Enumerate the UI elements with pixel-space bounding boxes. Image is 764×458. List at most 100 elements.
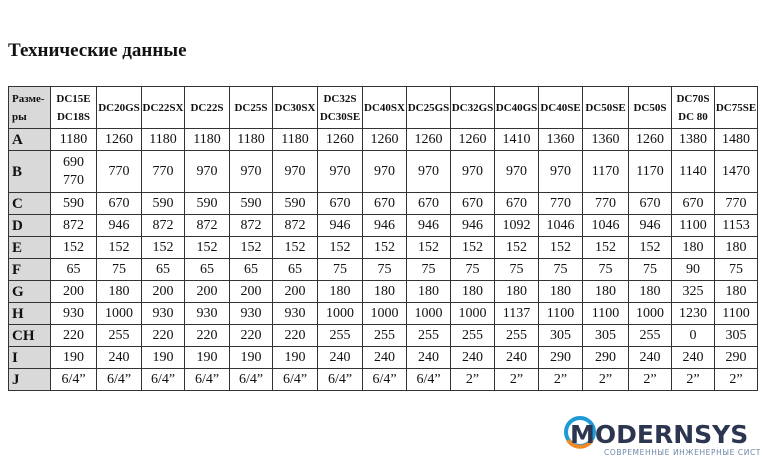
table-cell: 0 xyxy=(671,324,715,347)
table-cell: 152 xyxy=(406,236,451,259)
table-cell: 1480 xyxy=(714,128,758,151)
table-cell: 75 xyxy=(96,258,142,281)
table-cell: 6/4” xyxy=(272,368,318,391)
header-cell: DC22S xyxy=(184,86,230,129)
cell-line: DC40SX xyxy=(364,101,405,114)
table-cell: 1360 xyxy=(582,128,629,151)
table-cell: 1100 xyxy=(671,214,715,237)
table-cell: 152 xyxy=(184,236,230,259)
table-cell: 305 xyxy=(714,324,758,347)
table-cell: 6/4” xyxy=(362,368,407,391)
cell-line: DC30SE xyxy=(319,110,361,123)
header-cell: DC50S xyxy=(628,86,672,129)
table-cell: 180 xyxy=(671,236,715,259)
table-cell: 240 xyxy=(96,346,142,369)
table-row: CH 220 255 220 220 220 220 255 255 255 255 255 305 30… xyxy=(8,324,758,347)
table-cell: 1180 xyxy=(50,128,97,151)
cell-line: Разме- xyxy=(12,92,45,105)
table-cell: 1000 xyxy=(96,302,142,325)
row-label: CH xyxy=(8,324,51,347)
cell-line: DC32GS xyxy=(451,101,494,114)
table-cell: 1180 xyxy=(141,128,185,151)
header-label: Разме-ры xyxy=(8,86,51,129)
logo-name: MODERNSYS xyxy=(570,420,748,449)
table-cell: 1360 xyxy=(538,128,583,151)
table-cell: 240 xyxy=(406,346,451,369)
header-cell: DC70S DC 80 xyxy=(671,86,715,129)
cell-line: DC70S xyxy=(676,92,710,105)
table-cell: 872 xyxy=(272,214,318,237)
header-cell: DC32GS xyxy=(450,86,495,129)
table-row: B 690 770 770 770 970 970 970 970 970 970 970 970 970… xyxy=(8,150,758,193)
table-cell: 1137 xyxy=(494,302,539,325)
table-cell: 180 xyxy=(538,280,583,303)
table-cell: 1100 xyxy=(714,302,758,325)
table-cell: 1180 xyxy=(184,128,230,151)
table-row: H 930 1000 930 930 930 930 1000 1000 1000 1000 1137… xyxy=(8,302,758,325)
cell-line: DC18S xyxy=(56,110,90,123)
table-cell: 152 xyxy=(317,236,363,259)
table-cell: 255 xyxy=(406,324,451,347)
table-cell: 1046 xyxy=(582,214,629,237)
table-cell: 2” xyxy=(671,368,715,391)
table-cell: 220 xyxy=(272,324,318,347)
table-cell: 6/4” xyxy=(96,368,142,391)
logo-tagline: СОВРЕМЕННЫЕ ИНЖЕНЕРНЫЕ СИСТЕМЫ xyxy=(604,448,760,457)
table-cell: 2” xyxy=(450,368,495,391)
table-row: G 200 180 200 200 200 200 180 180 180 180 180 180 180… xyxy=(8,280,758,303)
row-label: A xyxy=(8,128,51,151)
table-cell: 1100 xyxy=(582,302,629,325)
table-cell: 180 xyxy=(362,280,407,303)
table-cell: 6/4” xyxy=(184,368,230,391)
cell-line: DC40GS xyxy=(495,101,538,114)
cell-line: ры xyxy=(12,110,27,123)
table-cell: 1260 xyxy=(628,128,672,151)
table-cell: 180 xyxy=(450,280,495,303)
table-row: I 190 240 190 190 190 190 240 240 240 240 240 290 290… xyxy=(8,346,758,369)
table-cell: 180 xyxy=(582,280,629,303)
table-cell: 1170 xyxy=(628,150,672,193)
table-cell: 1470 xyxy=(714,150,758,193)
table-cell: 946 xyxy=(628,214,672,237)
table-cell: 65 xyxy=(272,258,318,281)
table-cell: 75 xyxy=(628,258,672,281)
table-cell: 152 xyxy=(538,236,583,259)
table-cell: 2” xyxy=(582,368,629,391)
table-cell: 930 xyxy=(229,302,273,325)
table-cell: 255 xyxy=(494,324,539,347)
table-cell: 1140 xyxy=(671,150,715,193)
table-cell: 690 770 xyxy=(50,150,97,193)
table-cell: 1000 xyxy=(406,302,451,325)
header-cell: DC25GS xyxy=(406,86,451,129)
table-cell: 240 xyxy=(362,346,407,369)
table-cell: 1180 xyxy=(272,128,318,151)
table-cell: 770 xyxy=(96,150,142,193)
table-cell: 325 xyxy=(671,280,715,303)
table-cell: 190 xyxy=(50,346,97,369)
table-cell: 200 xyxy=(272,280,318,303)
row-label: G xyxy=(8,280,51,303)
table-cell: 770 xyxy=(141,150,185,193)
table-cell: 152 xyxy=(628,236,672,259)
row-label: F xyxy=(8,258,51,281)
header-cell: DC75SE xyxy=(714,86,758,129)
table-cell: 240 xyxy=(628,346,672,369)
header-cell: DC30SX xyxy=(272,86,318,129)
table-cell: 1153 xyxy=(714,214,758,237)
table-cell: 240 xyxy=(450,346,495,369)
table-cell: 970 xyxy=(450,150,495,193)
row-label: B xyxy=(8,150,51,193)
table-cell: 670 xyxy=(450,192,495,215)
header-cell: DC50SE xyxy=(582,86,629,129)
table-cell: 65 xyxy=(229,258,273,281)
table-cell: 180 xyxy=(317,280,363,303)
table-cell: 180 xyxy=(628,280,672,303)
table-cell: 180 xyxy=(714,236,758,259)
table-cell: 152 xyxy=(96,236,142,259)
table-cell: 255 xyxy=(450,324,495,347)
table-row: J 6/4” 6/4” 6/4” 6/4” 6/4” 6/4” 6/4” 6/4” 6/4” 2” 2… xyxy=(8,368,758,391)
table-cell: 1260 xyxy=(406,128,451,151)
table-cell: 152 xyxy=(141,236,185,259)
logo: MODERNSYS СОВРЕМЕННЫЕ ИНЖЕНЕРНЫЕ СИСТЕМЫ xyxy=(564,416,760,457)
header-cell: DC20GS xyxy=(96,86,142,129)
